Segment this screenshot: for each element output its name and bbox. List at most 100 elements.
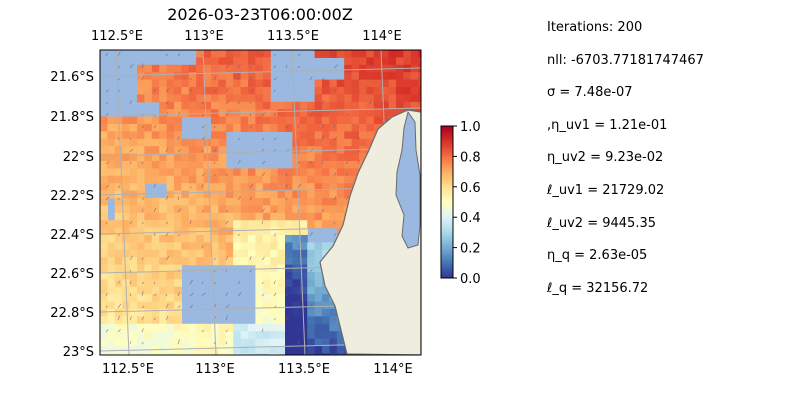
heatmap-cell	[218, 190, 227, 199]
heatmap-cell	[255, 109, 264, 118]
heatmap-cell	[255, 101, 264, 110]
vector-arrow	[225, 220, 229, 225]
heatmap-cell	[122, 301, 131, 310]
heatmap-cell	[314, 353, 323, 355]
heatmap-cell	[174, 353, 182, 355]
vector-arrow	[117, 280, 121, 285]
heatmap-cell	[203, 198, 212, 206]
heatmap-cell	[166, 190, 175, 199]
heatmap-cell	[262, 94, 271, 103]
heatmap-cell	[181, 168, 190, 177]
heatmap-cell	[366, 87, 375, 95]
heatmap-cell	[188, 323, 197, 332]
vector-arrow	[345, 160, 349, 165]
heatmap-cell	[240, 50, 249, 58]
heatmap-cell	[285, 257, 293, 266]
heatmap-cell	[299, 264, 308, 273]
heatmap-cell	[240, 101, 249, 110]
heatmap-cell	[203, 242, 212, 251]
heatmap-cell	[277, 235, 286, 243]
vector-arrow	[261, 137, 265, 141]
heatmap-cell	[218, 227, 227, 236]
heatmap-cell	[137, 257, 145, 266]
heatmap-cell	[233, 87, 242, 95]
heatmap-cell	[307, 279, 316, 288]
heatmap-cell	[151, 338, 160, 347]
vector-arrow	[165, 221, 169, 225]
vector-arrow	[177, 53, 181, 57]
heatmap-cell	[122, 257, 131, 266]
heatmap-cell	[336, 168, 345, 177]
vector-arrow	[201, 125, 205, 129]
heatmap-cell	[314, 109, 323, 118]
heatmap-cell	[410, 94, 419, 103]
heatmap-cell	[122, 153, 131, 162]
heatmap-cell	[255, 286, 264, 295]
heatmap-cell	[144, 249, 153, 258]
heatmap-cell	[122, 264, 131, 273]
heatmap-cell	[262, 50, 271, 58]
heatmap-cell	[366, 131, 375, 140]
heatmap-cell	[285, 235, 293, 243]
heatmap-cell	[100, 264, 108, 273]
vector-arrow	[225, 341, 228, 345]
heatmap-cell	[181, 323, 190, 332]
heatmap-cell	[196, 168, 205, 177]
heatmap-cell	[159, 257, 168, 266]
heatmap-cell	[196, 235, 205, 243]
heatmap-cell	[159, 249, 168, 258]
heatmap-cell	[218, 50, 227, 58]
colorbar: 0.0 0.2 0.4 0.6 0.8 1.0	[440, 120, 481, 287]
heatmap-cell	[159, 198, 168, 206]
heatmap-cell	[203, 353, 212, 355]
heatmap-cell	[181, 94, 190, 103]
heatmap-cell	[144, 301, 153, 310]
heatmap-cell	[107, 183, 116, 192]
vector-arrow	[273, 89, 276, 93]
heatmap-cell	[196, 175, 205, 184]
vector-arrow	[189, 279, 193, 285]
heatmap-cell	[174, 331, 182, 340]
heatmap-cell	[174, 64, 182, 73]
heatmap-cell	[262, 249, 271, 258]
heatmap-cell	[322, 87, 330, 95]
heatmap-cell	[262, 101, 271, 110]
heatmap-cell	[174, 138, 182, 147]
heatmap-cell	[203, 220, 212, 229]
heatmap-cell	[292, 227, 301, 236]
heatmap-cell	[307, 316, 316, 325]
heatmap-cell	[218, 64, 227, 73]
heatmap-cell	[137, 138, 145, 147]
heatmap-cell	[137, 183, 145, 192]
heatmap-cell	[314, 264, 323, 273]
heatmap-cell	[336, 346, 345, 354]
heatmap-cell	[240, 87, 249, 95]
vector-arrow	[201, 113, 205, 117]
heatmap-cell	[322, 161, 330, 169]
heatmap-cell	[299, 138, 308, 147]
vector-arrow	[333, 317, 336, 321]
heatmap-cell	[129, 286, 138, 295]
heatmap-cell	[100, 286, 108, 295]
heatmap-cell	[381, 109, 390, 118]
heatmap-cell	[240, 257, 249, 266]
heatmap-cell	[351, 124, 360, 132]
heatmap-cell	[100, 294, 108, 303]
vector-arrow	[237, 159, 241, 165]
heatmap-cell	[196, 331, 205, 340]
heatmap-cell	[218, 101, 227, 110]
heatmap-cell	[359, 94, 367, 103]
heatmap-cell	[129, 323, 138, 332]
heatmap-cell	[351, 57, 360, 66]
vector-arrow	[261, 256, 265, 261]
heatmap-cell	[122, 227, 131, 236]
heatmap-cell	[255, 124, 264, 132]
heatmap-cell	[159, 220, 168, 229]
vector-arrow	[201, 101, 204, 105]
heatmap-cell	[322, 116, 330, 125]
heatmap-cell	[211, 138, 219, 147]
vector-arrow	[141, 341, 144, 345]
heatmap-cell	[151, 316, 160, 325]
heatmap-cell	[166, 175, 175, 184]
heatmap-cell	[307, 131, 316, 140]
